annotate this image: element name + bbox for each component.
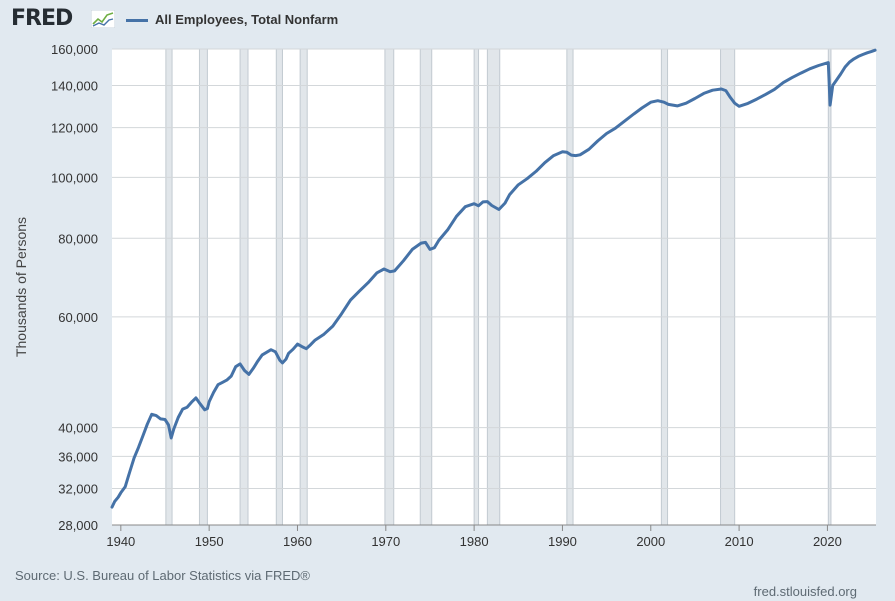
x-tick-label: 2020: [813, 534, 842, 549]
recession-band: [384, 48, 395, 526]
x-tick-label: 2010: [725, 534, 754, 549]
recession-band: [827, 48, 832, 526]
y-tick-label: 60,000: [58, 310, 98, 325]
recession-band: [566, 48, 574, 526]
y-tick-label: 120,000: [51, 121, 98, 136]
y-tick-label: 32,000: [58, 482, 98, 497]
x-tick-label: 1980: [460, 534, 489, 549]
y-tick-label: 100,000: [51, 170, 98, 185]
x-tick-label: 1960: [283, 534, 312, 549]
y-tick-label: 28,000: [58, 518, 98, 533]
y-tick-label: 140,000: [51, 78, 98, 93]
y-tick-label: 36,000: [58, 449, 98, 464]
recession-band: [473, 48, 480, 526]
x-tick-label: 2000: [636, 534, 665, 549]
x-tick-label: 1950: [195, 534, 224, 549]
x-tick-label: 1990: [548, 534, 577, 549]
x-tick-label: 1940: [106, 534, 135, 549]
legend-swatch: [126, 19, 148, 22]
fred-url-link[interactable]: fred.stlouisfed.org: [753, 584, 857, 599]
recession-band: [720, 48, 736, 526]
y-axis-tick-labels: 28,000 32,000 36,000 40,000 60,000 80,000 100,…: [51, 42, 98, 533]
x-tick-label: 1970: [371, 534, 400, 549]
recession-band: [198, 48, 208, 526]
x-axis-tick-labels: 1940 1950 1960 1970 1980 1990 2000 2010 2020: [106, 524, 876, 549]
y-tick-label: 80,000: [58, 231, 98, 246]
chart-header: FRED All Employees, Total Nonfarm: [0, 0, 895, 42]
fred-logo-chart-icon: [91, 10, 115, 28]
series-line[interactable]: [110, 48, 877, 509]
y-tick-label: 40,000: [58, 421, 98, 436]
y-axis-label: Thousands of Persons: [13, 217, 29, 357]
recession-band: [660, 48, 669, 526]
y-tick-label: 160,000: [51, 42, 98, 57]
recession-band: [486, 48, 501, 526]
fred-logo[interactable]: FRED: [11, 6, 73, 31]
recession-band: [275, 48, 283, 526]
recession-band: [165, 48, 173, 526]
series-layer: [110, 48, 877, 509]
legend-label[interactable]: All Employees, Total Nonfarm: [155, 12, 339, 27]
recession-band: [239, 48, 249, 526]
source-note: Source: U.S. Bureau of Labor Statistics …: [15, 568, 310, 583]
recession-band: [419, 48, 433, 526]
recession-band: [299, 48, 308, 526]
